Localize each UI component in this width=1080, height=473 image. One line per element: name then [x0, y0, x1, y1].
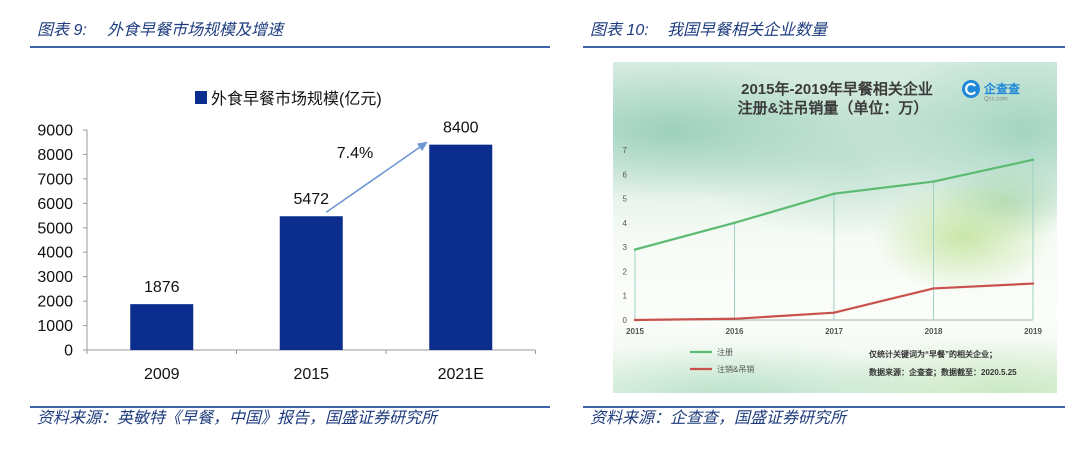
y-tick-label: 9000 — [37, 123, 73, 140]
qcc-logo-icon — [962, 80, 980, 98]
y-tick-label: 0 — [623, 316, 628, 325]
y-tick-label: 1000 — [37, 318, 73, 335]
growth-arrow-head — [416, 141, 428, 152]
bar — [429, 144, 493, 350]
legend-label: 注销&吊销 — [717, 364, 754, 374]
figure-number: 图表 9: — [37, 22, 87, 39]
data-point — [633, 318, 637, 322]
figure-source: 资料来源：英敏特《早餐，中国》报告，国盛证券研究所 — [37, 410, 438, 427]
qcc-logo-mark — [965, 82, 976, 96]
y-tick-label: 6000 — [37, 196, 73, 213]
y-tick-label: 4 — [623, 219, 628, 228]
x-tick-label: 2021E — [438, 366, 484, 383]
data-point — [733, 221, 736, 225]
growth-arrow — [325, 141, 428, 213]
data-label: 8400 — [443, 120, 479, 137]
y-tick-label: 3 — [623, 243, 628, 252]
growth-arrow-line — [325, 146, 420, 213]
bar — [130, 304, 194, 350]
x-tick-label: 2015 — [626, 327, 644, 336]
qcc-logo-domain: Qcc.com — [984, 97, 1008, 103]
caption-rule — [30, 46, 550, 48]
data-point — [633, 248, 637, 251]
y-tick-label: 4000 — [37, 245, 73, 262]
source-rule — [30, 406, 550, 408]
legend-item: 注册 — [690, 347, 733, 357]
y-tick-label: 6 — [623, 170, 628, 179]
market-size-bar-chart: 外食早餐市场规模(亿元) 0 1000 2000 3000 4000 5000 6000 700… — [37, 90, 536, 383]
y-tick-label: 5000 — [37, 220, 73, 237]
legend: 外食早餐市场规模(亿元) — [195, 90, 382, 108]
chart-title: 2015年-2019年早餐相关企业 — [741, 80, 933, 98]
figure-caption: 我国早餐相关企业数量 — [667, 22, 828, 39]
y-tick-label: 2000 — [37, 294, 73, 311]
figure-number: 图表 10: — [590, 22, 649, 39]
y-tick-label: 0 — [64, 343, 73, 360]
chart-image-frame: 2015年-2019年早餐相关企业 注册&注吊销量（单位：万） 企查查 Qcc.com… — [613, 62, 1057, 393]
data-point — [1031, 282, 1035, 285]
data-point — [932, 287, 935, 290]
y-tick-label: 3000 — [37, 269, 73, 286]
chart-note: 仅统计关键词为“早餐”的相关企业； — [868, 349, 997, 360]
legend-swatch — [195, 91, 207, 104]
x-tick-label: 2015 — [293, 366, 329, 383]
legend-item: 注销&吊销 — [690, 364, 754, 374]
figure-source: 资料来源：企查查，国盛证券研究所 — [590, 410, 847, 427]
x-tick-label: 2016 — [726, 327, 744, 336]
data-label: 5472 — [293, 191, 329, 208]
y-tick-label: 5 — [623, 195, 628, 204]
x-tick-label: 2017 — [825, 327, 843, 336]
growth-rate-label: 7.4% — [337, 145, 373, 162]
chart-note: 数据来源：企查查；数据截至：2020.5.25 — [869, 367, 1017, 378]
data-point — [733, 317, 736, 320]
y-tick-label: 7 — [623, 146, 628, 155]
y-tick-label: 1 — [623, 292, 628, 301]
bar — [279, 216, 343, 350]
y-tick-label: 8000 — [37, 147, 73, 164]
legend-label: 外食早餐市场规模(亿元) — [211, 90, 382, 108]
qcc-logo-wordmark: 企查查 — [983, 81, 1021, 96]
figure-caption: 外食早餐市场规模及增速 — [107, 22, 284, 39]
chart-subtitle: 注册&注吊销量（单位：万） — [738, 99, 929, 117]
y-tick-label: 7000 — [37, 171, 73, 188]
x-tick-label: 2018 — [925, 327, 943, 336]
legend-label: 注册 — [717, 347, 733, 357]
x-tick-label: 2009 — [144, 366, 180, 383]
y-tick-label: 2 — [623, 267, 628, 276]
caption-rule — [583, 46, 1065, 48]
x-tick-label: 2019 — [1024, 327, 1042, 336]
source-rule — [583, 406, 1065, 408]
data-point — [832, 311, 836, 314]
data-point — [932, 180, 935, 183]
data-point — [1031, 158, 1035, 161]
data-label: 1876 — [144, 279, 180, 296]
data-point — [832, 192, 836, 195]
